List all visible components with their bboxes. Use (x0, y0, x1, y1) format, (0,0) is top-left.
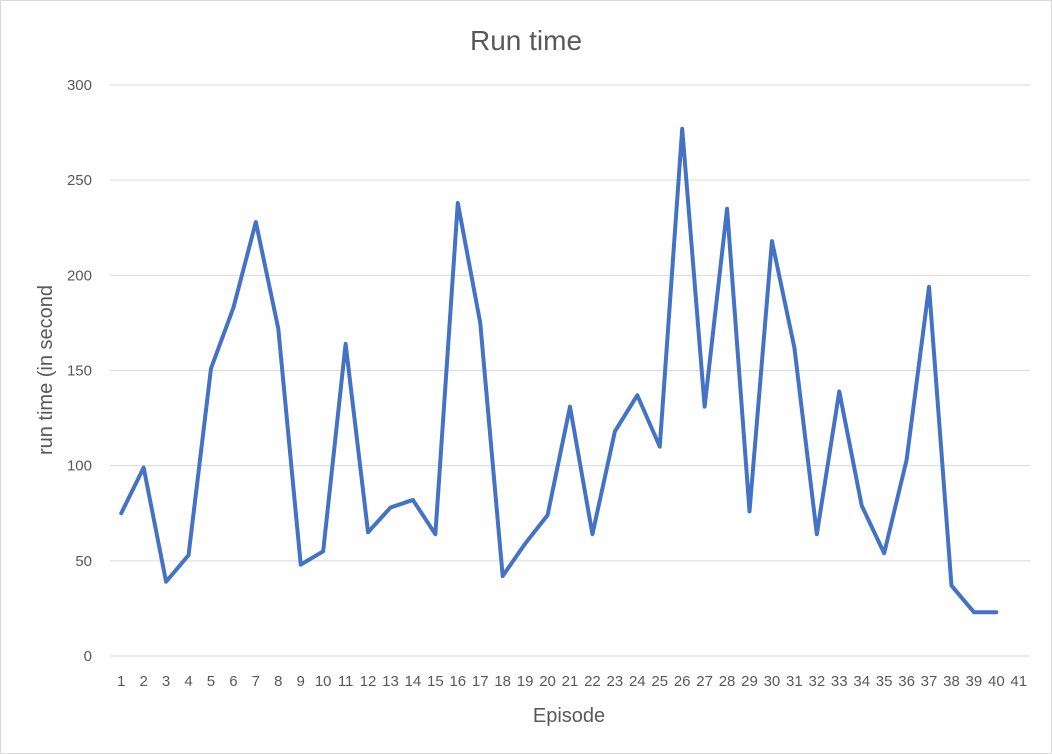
x-tick-label: 11 (338, 673, 354, 690)
x-tick-label: 9 (297, 673, 305, 690)
x-tick-label: 38 (943, 673, 960, 690)
x-tick-label: 20 (539, 673, 556, 690)
x-tick-label: 14 (405, 673, 422, 690)
y-tick-label: 0 (84, 648, 92, 665)
x-tick-label: 31 (786, 673, 803, 690)
x-tick-label: 32 (808, 673, 825, 690)
y-tick-label: 100 (67, 458, 92, 475)
y-axis-ticks: 0 50 100 150 200 250 300 (67, 77, 92, 665)
x-tick-label: 41 (1010, 673, 1027, 690)
y-tick-label: 150 (67, 363, 92, 380)
x-tick-label: 5 (207, 673, 215, 690)
x-tick-label: 23 (607, 673, 624, 690)
x-tick-label: 36 (898, 673, 915, 690)
x-tick-label: 24 (629, 673, 646, 690)
x-tick-label: 15 (427, 673, 444, 690)
x-tick-label: 39 (966, 673, 983, 690)
gridlines (110, 84, 1030, 657)
x-tick-label: 40 (988, 673, 1005, 690)
x-tick-label: 17 (472, 673, 489, 690)
x-tick-label: 21 (562, 673, 579, 690)
x-tick-label: 1 (117, 673, 125, 690)
y-tick-label: 250 (67, 172, 92, 189)
x-tick-label: 12 (360, 673, 377, 690)
x-tick-label: 10 (315, 673, 332, 690)
x-axis-ticks: 1 2 3 4 5 6 7 8 9 10 11 12 13 14 15 16 17 18 19 20 21 22 23 24 2… (117, 673, 1027, 690)
x-tick-label: 13 (382, 673, 399, 690)
x-tick-label: 29 (741, 673, 758, 690)
x-tick-label: 4 (184, 673, 192, 690)
x-tick-label: 19 (517, 673, 534, 690)
x-tick-label: 7 (252, 673, 260, 690)
x-tick-label: 37 (921, 673, 938, 690)
y-tick-label: 300 (67, 77, 92, 94)
x-tick-label: 26 (674, 673, 691, 690)
x-tick-label: 28 (719, 673, 736, 690)
x-tick-label: 22 (584, 673, 601, 690)
x-tick-label: 34 (853, 673, 870, 690)
y-axis-title: run time (in second (35, 285, 57, 455)
chart-title: Run time (470, 25, 582, 56)
series-layer (119, 126, 999, 615)
x-tick-label: 33 (831, 673, 848, 690)
x-tick-label: 8 (274, 673, 282, 690)
x-tick-label: 18 (494, 673, 511, 690)
x-tick-label: 25 (651, 673, 668, 690)
x-tick-label: 6 (229, 673, 237, 690)
x-tick-label: 27 (696, 673, 713, 690)
x-axis-title: Episode (533, 705, 605, 727)
series-line-0 (119, 126, 999, 615)
y-tick-label: 200 (67, 267, 92, 284)
x-tick-label: 2 (139, 673, 147, 690)
x-tick-label: 30 (764, 673, 781, 690)
x-tick-label: 16 (449, 673, 466, 690)
x-tick-label: 3 (162, 673, 170, 690)
y-tick-label: 50 (75, 553, 92, 570)
x-tick-label: 35 (876, 673, 893, 690)
